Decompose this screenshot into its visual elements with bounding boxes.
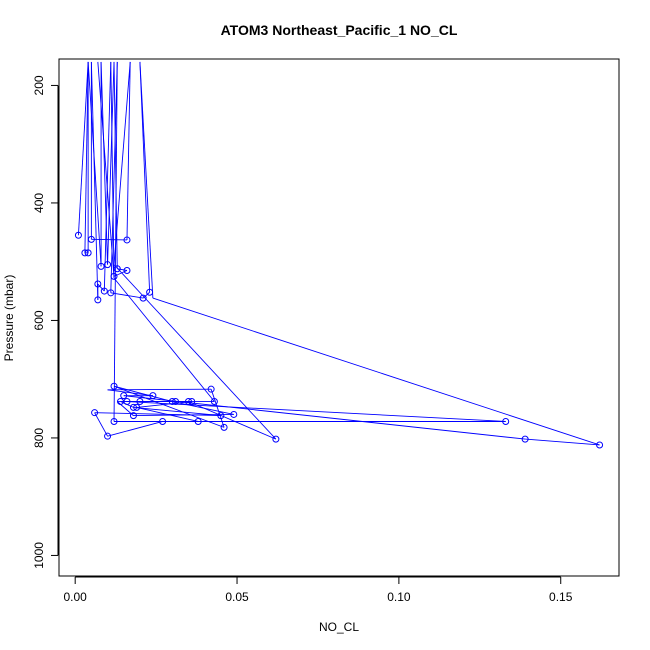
series-line-segment (77, 61, 89, 236)
data-point (217, 412, 225, 420)
series-line-segment (525, 438, 600, 446)
series-line-segment (136, 401, 192, 408)
series-line-segment (142, 291, 150, 299)
series-line-segment (94, 412, 221, 417)
data-point (91, 409, 99, 417)
series-line-segment (103, 61, 112, 292)
x-axis: 0.00 0.05 0.10 0.15 (64, 576, 573, 604)
x-tick-label: 0.10 (387, 590, 411, 604)
data-point (220, 423, 228, 431)
series-line-segment (110, 61, 115, 277)
data-point (230, 410, 238, 418)
data-points (74, 231, 604, 449)
data-point (210, 398, 218, 406)
data-point (110, 272, 118, 280)
data-point (133, 403, 141, 411)
data-point (172, 398, 180, 406)
data-point (87, 235, 95, 243)
data-point (188, 398, 196, 406)
series-line-segment (91, 238, 127, 241)
series-line-segment (107, 388, 212, 391)
series-line-segment (117, 268, 128, 271)
series-line-segment (123, 395, 526, 440)
data-point (100, 287, 108, 295)
chart-title: ATOM3 Northeast_Pacific_1 NO_CL (221, 22, 458, 38)
data-point (74, 231, 82, 239)
data-point (97, 262, 105, 270)
y-axis-label: Pressure (mbar) (2, 275, 16, 362)
series-line-segment (90, 61, 99, 300)
data-point (136, 398, 144, 406)
y-axis: 200 400 600 800 1000 (32, 75, 59, 569)
data-point (502, 417, 510, 425)
x-tick-label: 0.05 (225, 590, 249, 604)
series-line-segment (113, 61, 131, 265)
series-line-segment (94, 412, 108, 437)
data-point (184, 398, 192, 406)
data-point (81, 249, 89, 257)
series-line-segment (110, 292, 144, 299)
data-point (117, 398, 125, 406)
data-point (110, 382, 118, 390)
data-point (104, 432, 112, 440)
y-tick-label: 400 (32, 193, 46, 213)
series-line-segment (113, 277, 215, 402)
data-point (272, 435, 280, 443)
series-line-segment (84, 61, 89, 253)
data-point (159, 417, 167, 425)
data-lines (77, 61, 600, 446)
y-tick-label: 200 (32, 75, 46, 95)
y-tick-label: 600 (32, 310, 46, 330)
data-point (104, 261, 112, 269)
series-line-segment (107, 421, 163, 437)
series-line-segment (113, 61, 118, 422)
data-point (521, 435, 529, 443)
x-tick-label: 0.00 (64, 590, 88, 604)
data-point (168, 398, 176, 406)
data-point (596, 441, 604, 449)
x-axis-label: NO_CL (319, 620, 359, 634)
data-point (194, 417, 202, 425)
series-line-segment (113, 385, 225, 428)
series-line-segment (172, 401, 234, 415)
series-line-segment (97, 61, 115, 279)
series-line-segment (97, 283, 105, 292)
data-point (107, 289, 115, 297)
data-point (84, 249, 92, 257)
data-point (207, 385, 215, 393)
series-line-segment (100, 61, 109, 265)
data-point (94, 280, 102, 288)
data-point (113, 265, 121, 273)
data-point (110, 417, 118, 425)
data-point (120, 392, 128, 400)
data-point (149, 392, 157, 400)
data-point (139, 294, 147, 302)
series-line-segment (210, 389, 225, 428)
series-line-segment (107, 61, 115, 265)
data-point (123, 267, 131, 274)
data-point (129, 403, 137, 411)
series-line-segment (87, 61, 102, 267)
y-tick-label: 1000 (32, 542, 46, 569)
data-point (94, 296, 102, 304)
series-line-segment (113, 264, 277, 440)
y-tick-label: 800 (32, 428, 46, 448)
series-line-segment (152, 297, 600, 446)
plot-frame (58, 58, 620, 577)
x-tick-label: 0.15 (549, 590, 573, 604)
series-line-segment (113, 270, 128, 277)
data-point (129, 412, 137, 420)
series-line-segment (133, 406, 221, 417)
data-point (146, 288, 154, 296)
series-line-segment (139, 61, 154, 299)
series-line-segment (126, 61, 131, 240)
series-line-segment (113, 385, 173, 402)
data-point (123, 236, 131, 244)
series-line-segment (139, 61, 151, 293)
